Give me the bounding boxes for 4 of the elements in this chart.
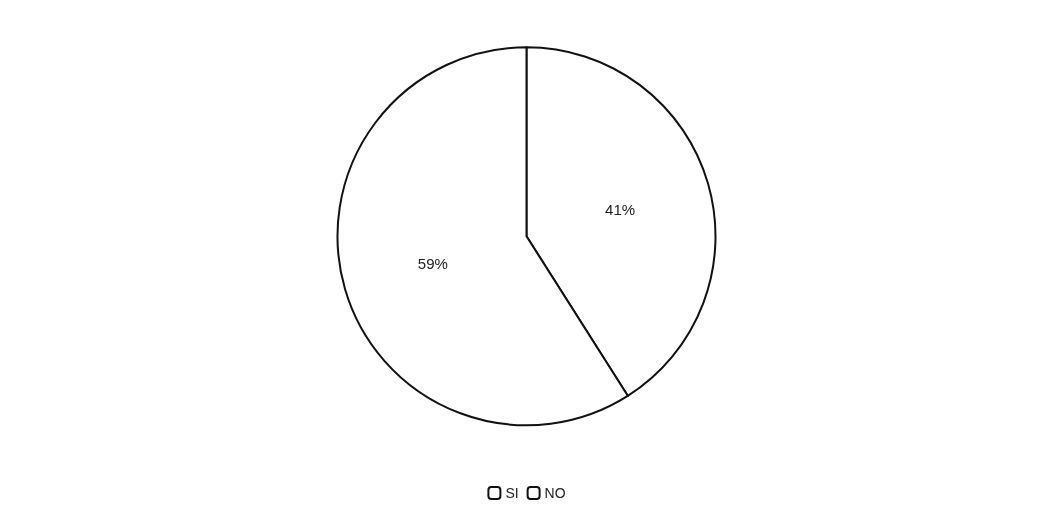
legend-label: NO: [544, 485, 566, 501]
data-label: 41%: [605, 200, 636, 218]
data-label: 59%: [417, 254, 448, 272]
legend-label: SI: [505, 485, 519, 501]
